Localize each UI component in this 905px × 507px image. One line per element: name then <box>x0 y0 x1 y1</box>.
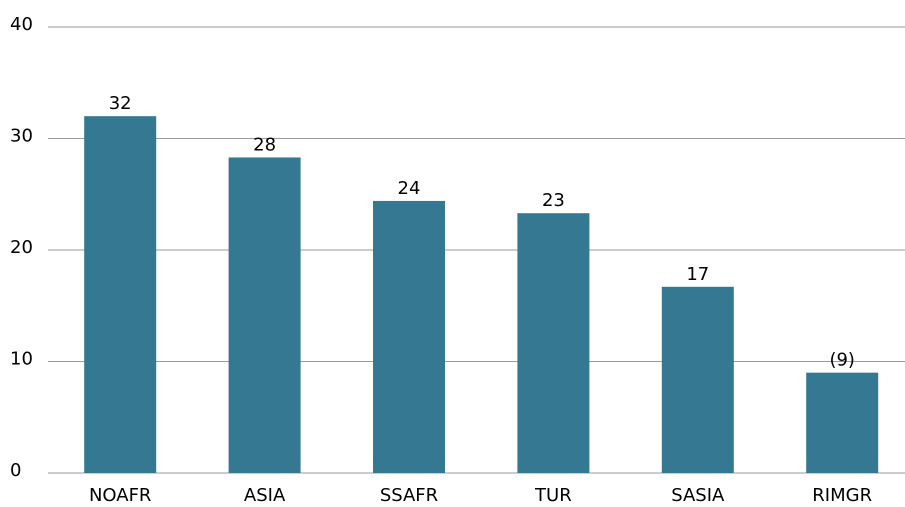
y-tick-label: 20 <box>10 237 33 258</box>
bar <box>84 116 157 473</box>
bar <box>228 157 301 473</box>
y-tick-label: 30 <box>10 126 33 147</box>
x-tick-label: SSAFR <box>380 485 438 506</box>
y-tick-label: 40 <box>10 14 33 35</box>
data-label: 17 <box>686 264 709 285</box>
data-label: (9) <box>829 350 855 371</box>
x-tick-label: SASIA <box>671 485 725 506</box>
x-tick-label: TUR <box>534 485 572 506</box>
bar <box>806 372 879 473</box>
bar <box>661 286 734 473</box>
data-label: 28 <box>253 134 276 155</box>
x-tick-label: NOAFR <box>89 485 152 506</box>
data-label: 23 <box>542 190 565 211</box>
y-tick-label: 10 <box>10 349 33 370</box>
bar <box>373 200 445 473</box>
x-tick-label: RIMGR <box>812 485 872 506</box>
data-label: 24 <box>398 178 421 199</box>
data-label: 32 <box>109 93 132 114</box>
x-tick-label: ASIA <box>244 485 286 506</box>
bar <box>517 213 590 473</box>
y-tick-label: 0 <box>10 460 21 481</box>
